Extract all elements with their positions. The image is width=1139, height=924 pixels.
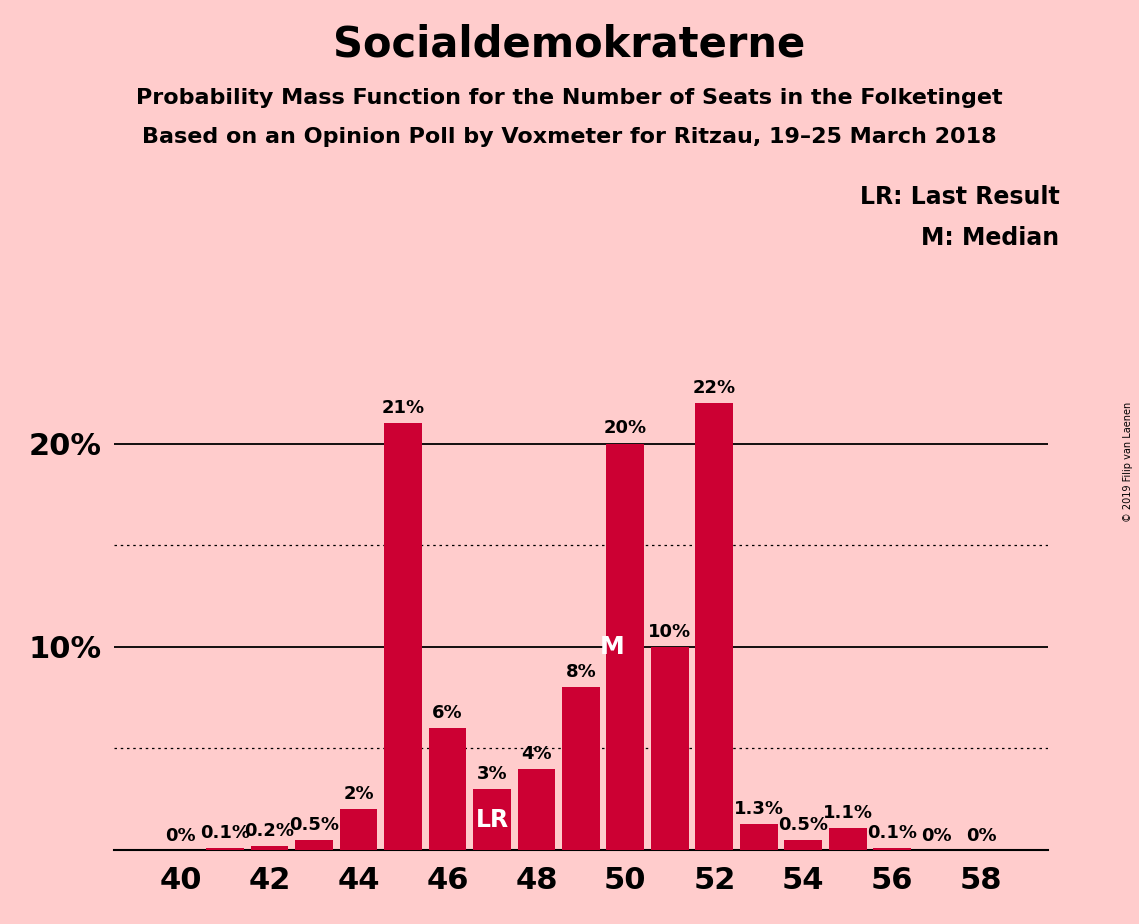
Text: 10%: 10% bbox=[648, 623, 691, 640]
Text: Probability Mass Function for the Number of Seats in the Folketinget: Probability Mass Function for the Number… bbox=[137, 88, 1002, 108]
Bar bbox=[606, 444, 645, 850]
Text: Based on an Opinion Poll by Voxmeter for Ritzau, 19–25 March 2018: Based on an Opinion Poll by Voxmeter for… bbox=[142, 127, 997, 147]
Bar bbox=[428, 728, 466, 850]
Bar bbox=[517, 769, 556, 850]
Text: 2%: 2% bbox=[343, 785, 374, 803]
Text: LR: Last Result: LR: Last Result bbox=[860, 185, 1059, 209]
Bar bbox=[339, 809, 377, 850]
Text: 6%: 6% bbox=[432, 704, 462, 722]
Text: 0%: 0% bbox=[165, 827, 196, 845]
Text: 3%: 3% bbox=[476, 765, 507, 783]
Bar bbox=[562, 687, 600, 850]
Text: LR: LR bbox=[475, 808, 508, 832]
Bar bbox=[295, 840, 333, 850]
Text: 0.5%: 0.5% bbox=[778, 816, 828, 833]
Bar bbox=[874, 848, 911, 850]
Text: 0%: 0% bbox=[921, 827, 952, 845]
Text: 20%: 20% bbox=[604, 419, 647, 437]
Bar bbox=[652, 647, 689, 850]
Text: © 2019 Filip van Laenen: © 2019 Filip van Laenen bbox=[1123, 402, 1133, 522]
Text: 0.1%: 0.1% bbox=[867, 824, 917, 842]
Bar bbox=[829, 828, 867, 850]
Text: 0.1%: 0.1% bbox=[200, 824, 251, 842]
Bar bbox=[473, 789, 511, 850]
Text: Socialdemokraterne: Socialdemokraterne bbox=[334, 23, 805, 65]
Bar bbox=[696, 403, 734, 850]
Text: 0.5%: 0.5% bbox=[289, 816, 339, 833]
Bar bbox=[251, 846, 288, 850]
Bar bbox=[785, 840, 822, 850]
Bar bbox=[740, 823, 778, 850]
Text: 0%: 0% bbox=[966, 827, 997, 845]
Text: 1.1%: 1.1% bbox=[822, 804, 872, 821]
Text: 1.3%: 1.3% bbox=[734, 799, 784, 818]
Bar bbox=[384, 423, 421, 850]
Text: 21%: 21% bbox=[382, 399, 425, 417]
Text: 8%: 8% bbox=[566, 663, 596, 681]
Text: M: Median: M: Median bbox=[921, 226, 1059, 250]
Bar bbox=[206, 848, 244, 850]
Text: M: M bbox=[599, 635, 624, 659]
Text: 22%: 22% bbox=[693, 379, 736, 396]
Text: 4%: 4% bbox=[522, 745, 551, 762]
Text: 0.2%: 0.2% bbox=[245, 822, 295, 840]
